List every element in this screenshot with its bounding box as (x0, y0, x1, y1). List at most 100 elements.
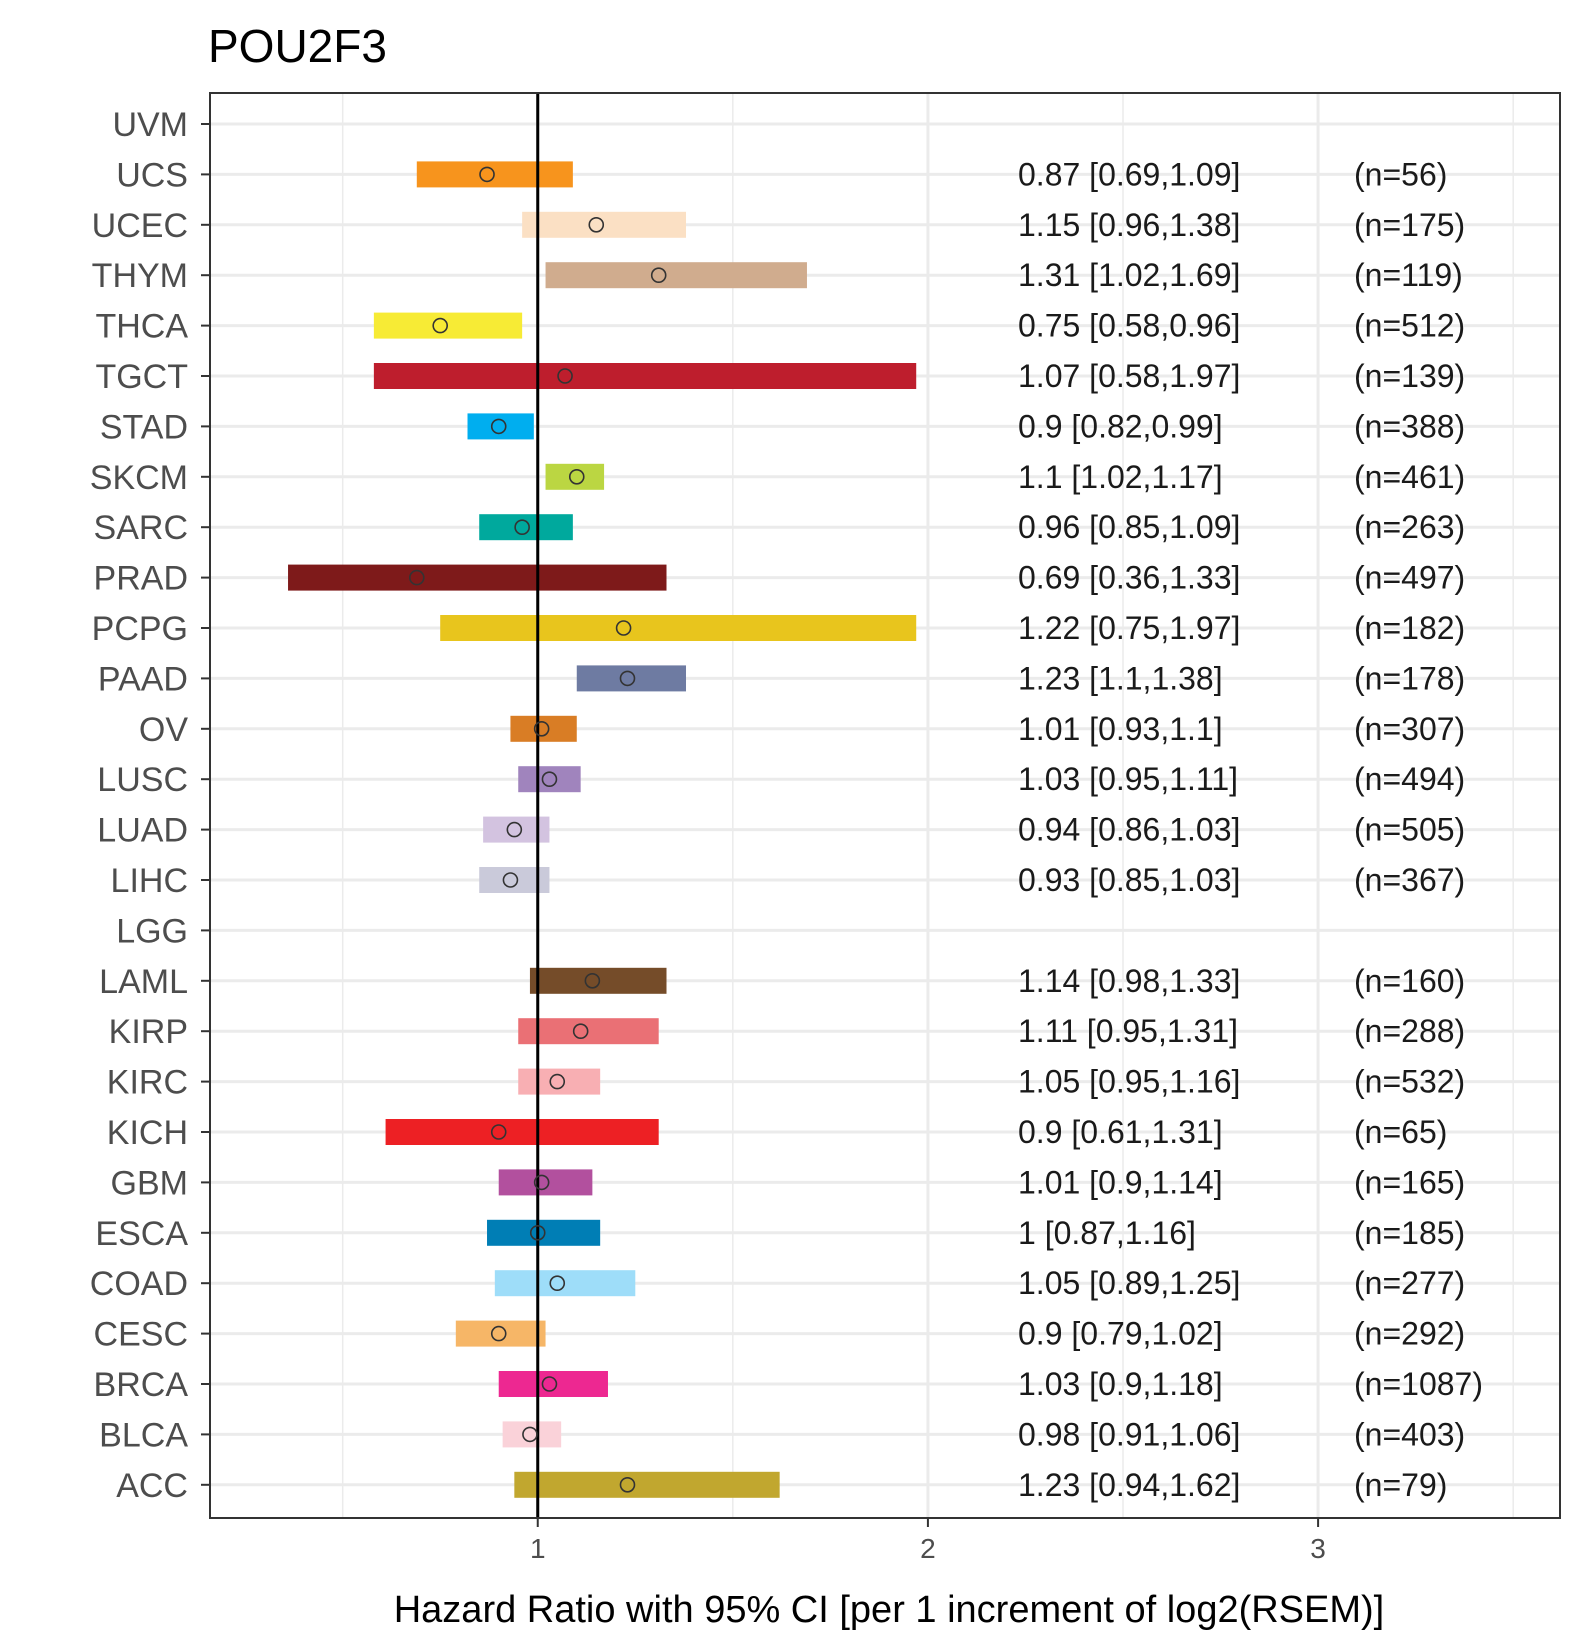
hr-point-kich (490, 1124, 507, 1140)
hr-point-lihc (502, 872, 519, 888)
sample-size-text-pcpg: (n=182) (1354, 610, 1465, 646)
sample-size-text-brca: (n=1087) (1354, 1366, 1483, 1402)
hr-ci-text-gbm: 1.01 [0.9,1.14] (1018, 1164, 1223, 1200)
y-tick-label-laml: LAML (99, 963, 188, 1001)
hr-points (408, 166, 667, 1493)
x-axis-label: Hazard Ratio with 95% CI [per 1 incremen… (394, 1589, 1385, 1631)
x-tick-label: 2 (920, 1533, 936, 1564)
chart-title: POU2F3 (208, 20, 387, 72)
y-tick-label-skcm: SKCM (90, 459, 188, 497)
ci-bar-coad (494, 1270, 636, 1297)
ci-bar-stad (467, 413, 534, 440)
y-tick-label-acc: ACC (116, 1467, 188, 1505)
sample-size-text-luad: (n=505) (1354, 812, 1465, 848)
y-tick-label-lusc: LUSC (97, 761, 188, 799)
ci-bar-kirc (518, 1068, 601, 1095)
ci-bar-esca (487, 1219, 601, 1246)
ci-bar-kirp (518, 1018, 659, 1045)
sample-size-text-ucec: (n=175) (1354, 207, 1465, 243)
hr-point-ov (533, 720, 550, 737)
sample-size-text-blca: (n=403) (1354, 1416, 1465, 1452)
sample-size-text-coad: (n=277) (1354, 1265, 1465, 1301)
ci-bar-sarc (479, 514, 573, 541)
hr-ci-text-acc: 1.23 [0.94,1.62] (1018, 1467, 1240, 1503)
y-tick-label-kirp: KIRP (109, 1013, 188, 1051)
sample-size-text-kirp: (n=288) (1354, 1013, 1465, 1049)
hr-ci-text-thym: 1.31 [1.02,1.69] (1018, 257, 1240, 293)
y-tick-label-ucec: UCEC (92, 207, 188, 245)
hr-ci-text-stad: 0.9 [0.82,0.99] (1018, 408, 1223, 444)
hr-ci-text-ucs: 0.87 [0.69,1.09] (1018, 156, 1240, 192)
ci-bar-blca (502, 1421, 562, 1448)
ci-bar-ucec (522, 211, 687, 238)
y-tick-label-kich: KICH (107, 1114, 188, 1152)
hr-ci-text-esca: 1 [0.87,1.16] (1018, 1215, 1196, 1251)
sample-size-text-ucs: (n=56) (1354, 156, 1447, 192)
x-tick-label: 3 (1310, 1533, 1326, 1564)
ci-bar-thca (373, 312, 523, 339)
y-tick-label-pcpg: PCPG (92, 610, 188, 648)
y-tick-label-lihc: LIHC (111, 862, 188, 900)
sample-size-text-paad: (n=178) (1354, 660, 1465, 696)
hr-point-kirp (572, 1023, 589, 1039)
sample-size-text-skcm: (n=461) (1354, 459, 1465, 495)
hr-point-kirc (549, 1073, 566, 1090)
hr-point-luad (506, 821, 523, 838)
hr-point-thca (432, 317, 449, 334)
sample-size-text-kich: (n=65) (1354, 1114, 1447, 1150)
hr-ci-text-lusc: 1.03 [0.95,1.11] (1018, 761, 1238, 797)
ci-bar-tgct (373, 363, 917, 389)
hr-point-paad (619, 670, 636, 687)
hr-ci-text-sarc: 0.96 [0.85,1.09] (1018, 509, 1240, 545)
hr-point-ucs (479, 166, 495, 183)
x-axis: 1 2 3 (530, 1518, 1326, 1564)
hr-point-prad (408, 569, 425, 586)
hr-ci-text-luad: 0.94 [0.86,1.03] (1018, 812, 1240, 848)
hr-point-coad (549, 1275, 566, 1291)
hr-ci-text-paad: 1.23 [1.1,1.38] (1018, 660, 1223, 696)
sample-size-text-kirc: (n=532) (1354, 1064, 1465, 1100)
sample-size-text-gbm: (n=165) (1354, 1164, 1465, 1200)
hr-ci-text-thca: 0.75 [0.58,0.96] (1018, 308, 1240, 344)
ci-bar-lusc (518, 766, 581, 793)
hr-point-gbm (533, 1174, 550, 1191)
hr-point-blca (522, 1426, 538, 1443)
hr-point-acc (619, 1477, 636, 1493)
hr-ci-text-prad: 0.69 [0.36,1.33] (1018, 560, 1240, 596)
sample-size-text-lihc: (n=367) (1354, 862, 1465, 898)
hr-ci-text-coad: 1.05 [0.89,1.25] (1018, 1265, 1240, 1301)
hr-ci-text-skcm: 1.1 [1.02,1.17] (1018, 459, 1223, 495)
sample-size-text-thym: (n=119) (1354, 257, 1463, 293)
hr-point-lusc (541, 771, 558, 788)
ci-bars (288, 161, 917, 1498)
hr-point-brca (541, 1376, 558, 1392)
y-tick-label-stad: STAD (100, 408, 188, 446)
sample-size-text-cesc: (n=292) (1354, 1316, 1465, 1352)
plot-panel-border (209, 92, 1561, 1519)
hr-point-thym (650, 267, 667, 284)
hr-point-ucec (588, 217, 605, 233)
hr-point-sarc (514, 519, 530, 536)
y-tick-label-gbm: GBM (111, 1164, 188, 1202)
hr-point-tgct (557, 368, 573, 384)
ci-bar-cesc (455, 1320, 546, 1347)
hr-point-esca (529, 1225, 546, 1241)
hr-ci-text-kich: 0.9 [0.61,1.31] (1018, 1114, 1223, 1150)
hr-ci-text-laml: 1.14 [0.98,1.33] (1018, 963, 1240, 999)
hr-point-laml (584, 972, 601, 989)
y-tick-label-tgct: TGCT (95, 358, 188, 396)
ci-bar-gbm (498, 1169, 593, 1196)
ci-bar-paad (576, 665, 687, 692)
ci-bar-brca (498, 1371, 608, 1397)
sample-size-text-stad: (n=388) (1354, 408, 1465, 444)
hr-ci-text-ov: 1.01 [0.93,1.1] (1018, 711, 1223, 747)
hr-point-cesc (490, 1325, 507, 1342)
sample-size-text-tgct: (n=139) (1354, 358, 1465, 394)
ci-bar-kich (385, 1119, 659, 1145)
y-tick-label-cesc: CESC (94, 1316, 188, 1354)
hr-ci-text-lihc: 0.93 [0.85,1.03] (1018, 862, 1240, 898)
sample-size-text-lusc: (n=494) (1354, 761, 1465, 797)
ci-bar-thym (545, 262, 807, 289)
y-tick-label-ov: OV (139, 711, 188, 749)
